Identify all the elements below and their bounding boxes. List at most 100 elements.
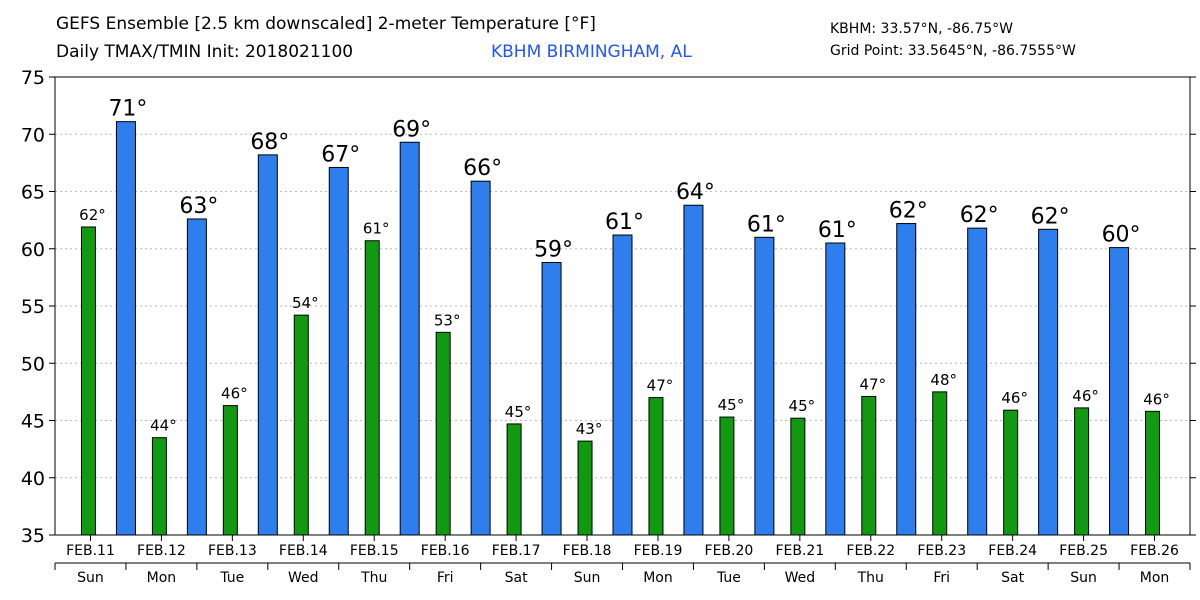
tmax-value-label: 71°	[108, 97, 147, 122]
tmax-bar	[967, 227, 988, 536]
tmax-value-label: 64°	[676, 180, 715, 205]
x-tick-label: FEB.14	[279, 543, 328, 559]
tmax-value-label: 62°	[960, 203, 999, 228]
tmax-value-label: 62°	[889, 199, 928, 224]
tmax-bar	[612, 234, 633, 536]
tmax-value-label: 68°	[250, 130, 289, 155]
tmin-value-label: 43°	[576, 420, 603, 438]
tmax-value-label: 61°	[818, 218, 857, 243]
weekday-label: Sun	[1070, 570, 1097, 586]
y-tick-label: 60	[21, 239, 45, 261]
y-tick-label: 35	[21, 525, 45, 547]
tmin-bar	[222, 405, 238, 536]
y-tick-label: 45	[21, 411, 45, 433]
tmin-bar	[861, 395, 877, 536]
tmax-value-label: 60°	[1102, 223, 1141, 248]
x-tick-label: FEB.22	[846, 543, 895, 559]
x-tick-label: FEB.18	[563, 543, 612, 559]
tmin-bar	[435, 331, 451, 536]
tmin-bar	[719, 416, 735, 536]
tmin-value-label: 46°	[1143, 390, 1170, 408]
x-tick-label: FEB.25	[1059, 543, 1108, 559]
x-tick-label: FEB.12	[137, 543, 186, 559]
tmin-value-label: 45°	[718, 396, 745, 414]
tmin-bar	[577, 440, 593, 536]
x-tick-label: FEB.11	[66, 543, 115, 559]
tmax-value-label: 69°	[392, 117, 431, 142]
weekday-label: Thu	[857, 570, 884, 586]
tmin-value-label: 46°	[221, 385, 248, 403]
tmin-value-label: 53°	[434, 311, 461, 329]
x-tick-label: FEB.23	[917, 543, 966, 559]
x-tick-label: FEB.21	[775, 543, 824, 559]
tmax-bar	[825, 242, 846, 536]
weekday-label: Wed	[288, 570, 319, 586]
weekday-label: Tue	[716, 570, 741, 586]
weekday-label: Mon	[643, 570, 673, 586]
x-tick-label: FEB.16	[421, 543, 470, 559]
y-tick-label: 70	[21, 124, 45, 146]
tmin-value-label: 62°	[79, 206, 106, 224]
tmax-bar	[115, 121, 136, 536]
tmin-bar	[506, 423, 522, 536]
x-tick-label: FEB.24	[988, 543, 1037, 559]
x-tick-label: FEB.17	[492, 543, 541, 559]
weekday-label: Fri	[437, 570, 454, 586]
tmin-value-label: 44°	[150, 417, 177, 435]
x-tick-label: FEB.19	[634, 543, 683, 559]
chart-subtitle: Daily TMAX/TMIN Init: 2018021100	[56, 42, 354, 62]
tmin-value-label: 61°	[363, 220, 390, 238]
weekday-label: Sat	[1001, 570, 1024, 586]
tmax-bar	[1038, 228, 1059, 536]
tmax-bar	[257, 154, 278, 536]
tmin-bar	[364, 240, 380, 536]
weekday-label: Tue	[219, 570, 244, 586]
tmax-value-label: 62°	[1031, 204, 1070, 229]
station-coordinates: KBHM: 33.57°N, -86.75°W	[830, 21, 1013, 37]
weekday-label: Sat	[505, 570, 528, 586]
weekday-label: Thu	[360, 570, 387, 586]
x-tick-label: FEB.20	[705, 543, 754, 559]
tmax-bar	[470, 180, 491, 536]
tmax-bar	[328, 166, 349, 536]
tmin-bar	[648, 397, 664, 536]
tmin-bar	[80, 226, 96, 536]
y-tick-label: 40	[21, 468, 45, 490]
tmax-bar	[1109, 247, 1130, 536]
weekday-label: Wed	[785, 570, 816, 586]
tmax-bar	[541, 261, 562, 536]
x-tick-label: FEB.13	[208, 543, 257, 559]
station-name: KBHM BIRMINGHAM, AL	[491, 42, 692, 62]
tmax-bar	[754, 236, 775, 536]
weekday-label: Mon	[1140, 570, 1170, 586]
tmin-bar	[1074, 407, 1090, 536]
x-tick-label: FEB.26	[1130, 543, 1179, 559]
weekday-label: Mon	[147, 570, 177, 586]
weekday-label: Fri	[933, 570, 950, 586]
weekday-label: Sun	[574, 570, 601, 586]
tmax-value-label: 67°	[321, 142, 360, 167]
tmin-value-label: 46°	[1072, 387, 1099, 405]
tmax-value-label: 61°	[747, 212, 786, 237]
tmax-bar	[683, 204, 704, 536]
tmax-value-label: 59°	[534, 237, 573, 262]
y-tick-label: 75	[21, 67, 45, 89]
tmin-bar	[151, 437, 167, 536]
tmin-value-label: 45°	[789, 397, 816, 415]
y-tick-label: 50	[21, 353, 45, 375]
y-tick-label: 65	[21, 182, 45, 204]
tmax-bar	[896, 223, 917, 536]
tmin-bar	[1145, 410, 1161, 536]
tmax-value-label: 66°	[463, 156, 502, 181]
tmin-bar	[1003, 409, 1019, 536]
x-tick-label: FEB.15	[350, 543, 399, 559]
y-tick-label: 55	[21, 296, 45, 318]
tmin-bar	[932, 391, 948, 536]
tmin-value-label: 47°	[647, 377, 674, 395]
tmin-value-label: 47°	[859, 375, 886, 393]
tmin-value-label: 45°	[505, 403, 532, 421]
chart-title: GEFS Ensemble [2.5 km downscaled] 2-mete…	[56, 14, 596, 34]
weekday-label: Sun	[77, 570, 104, 586]
tmin-value-label: 48°	[930, 371, 957, 389]
